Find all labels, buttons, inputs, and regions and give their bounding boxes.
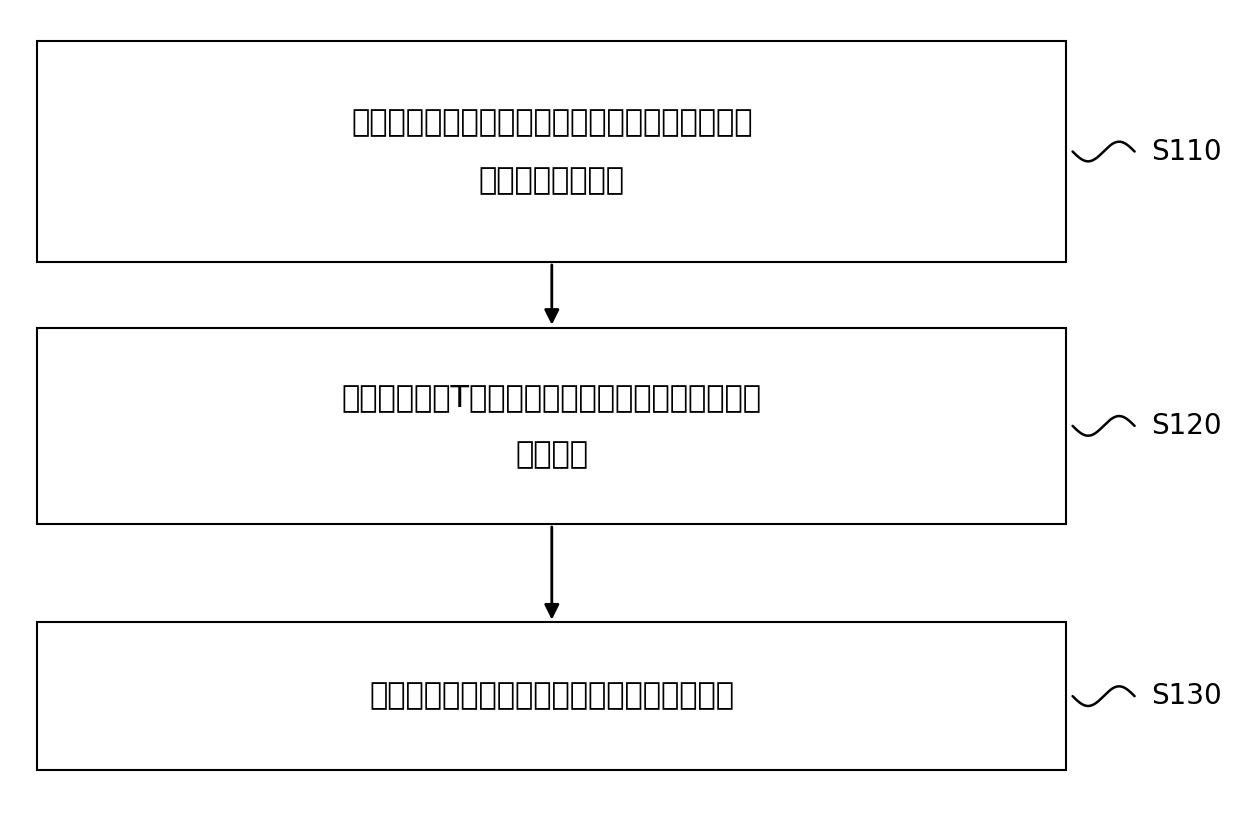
Text: S120: S120 xyxy=(1151,412,1221,440)
Bar xyxy=(37,328,1066,524)
Text: 滞后非导通角T后，控制器触发输出目标控制信号至: 滞后非导通角T后，控制器触发输出目标控制信号至 xyxy=(342,382,761,412)
Text: 位置传感器输出的位置信号改变时，控制器关闭当: 位置传感器输出的位置信号改变时，控制器关闭当 xyxy=(351,108,753,138)
Bar xyxy=(37,41,1066,262)
Text: S130: S130 xyxy=(1151,682,1221,710)
Text: S110: S110 xyxy=(1151,138,1221,165)
Text: 驱动电路根据目标控制信号驱动单相无刷电机: 驱动电路根据目标控制信号驱动单相无刷电机 xyxy=(370,681,734,711)
Text: 前输出的控制信号: 前输出的控制信号 xyxy=(479,165,625,195)
Bar xyxy=(37,622,1066,770)
Text: 驱动电路: 驱动电路 xyxy=(516,440,588,469)
